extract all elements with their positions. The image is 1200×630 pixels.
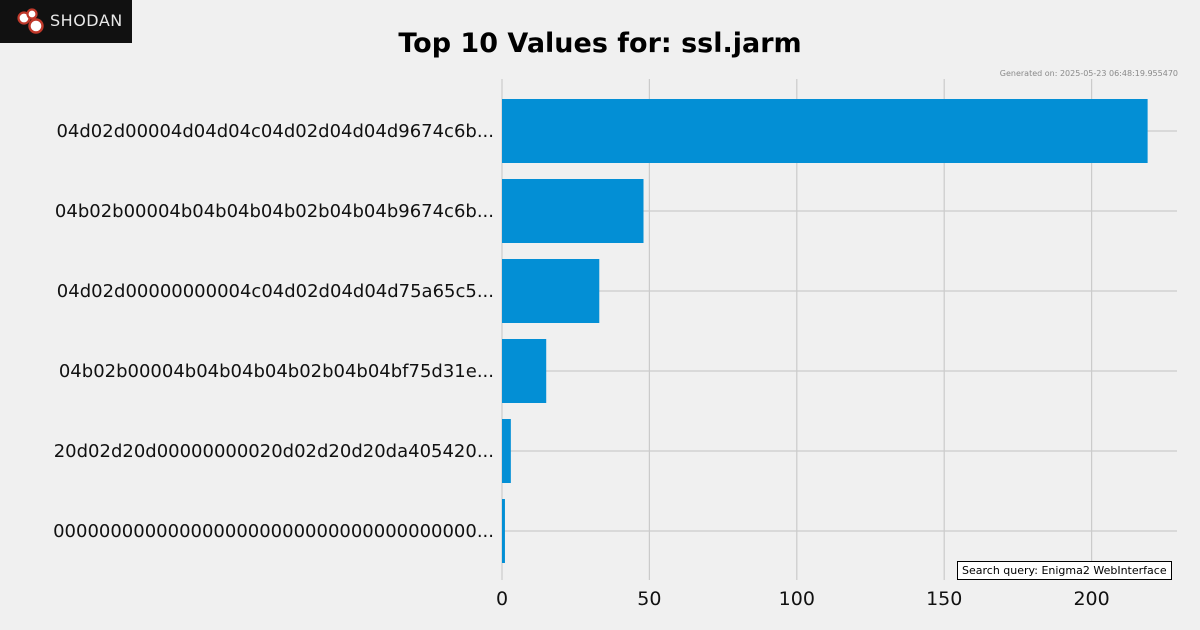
bar [502,499,505,563]
bar [502,259,600,323]
shodan-logo-icon [17,8,44,34]
category-label: 04d02d00004d04d04c04d02d04d04d9674c6b... [56,121,494,142]
x-tick-label: 100 [779,588,815,610]
search-query-label: Search query: Enigma2 WebInterface [957,561,1172,580]
category-label: 04b02b00004b04b04b04b02b04b04b9674c6b... [55,201,494,222]
logo-text: SHODAN [50,11,123,30]
x-tick-label: 50 [637,588,661,610]
category-label: 04d02d00000000004c04d02d04d04d75a65c5... [57,281,494,302]
bar [502,99,1148,163]
category-label: 20d02d20d00000000020d02d20d20da405420... [54,441,494,462]
bar [502,339,547,403]
category-label: 04b02b00004b04b04b04b02b04b04bf75d31e... [59,361,494,382]
bar [502,419,511,483]
generated-timestamp: Generated on: 2025-05-23 06:48:19.955470 [999,69,1178,78]
bar [502,179,644,243]
x-tick-label: 200 [1073,588,1109,610]
x-tick-label: 150 [926,588,962,610]
category-label: 0000000000000000000000000000000000000... [53,521,494,542]
x-tick-label: 0 [496,588,508,610]
chart-title: Top 10 Values for: ssl.jarm [398,28,802,59]
shodan-logo[interactable]: SHODAN [0,0,132,43]
